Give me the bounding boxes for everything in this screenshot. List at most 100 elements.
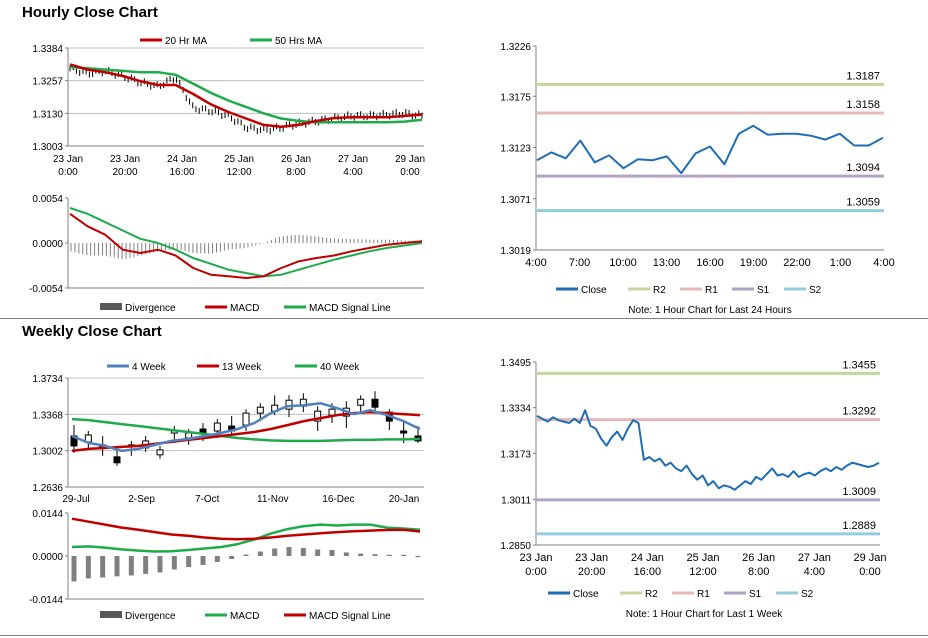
weekly-divergence-bar: [401, 554, 407, 556]
hourly-sr-ytick-label: 1.3175: [500, 92, 531, 103]
weekly-legend-signal-label: MACD Signal Line: [309, 611, 391, 622]
hourly-sr-close-line: [536, 124, 884, 175]
weekly-sr-xtick-day: 25 Jan: [686, 552, 719, 564]
weekly-divergence-bar: [143, 556, 149, 574]
weekly-legend-4w-label: 4 Week: [132, 362, 167, 373]
hourly-macd-ytick-label: -0.0054: [29, 284, 63, 295]
hourly-sr-r2-level-label: 1.3187: [846, 70, 880, 82]
weekly-divergence-bar: [358, 553, 364, 556]
hourly-sr-legend-close-label: Close: [581, 285, 607, 296]
weekly-divergence-bar: [71, 556, 77, 582]
weekly-sr-ytick-label: 1.3334: [500, 404, 531, 415]
weekly-divergence-bar: [386, 554, 392, 556]
weekly-divergence-bar: [85, 556, 91, 579]
hourly-price-xtick-time: 8:00: [286, 167, 306, 178]
hourly-price-ytick-label: 1.3130: [32, 109, 63, 120]
weekly-candle-body: [314, 410, 322, 422]
hourly-sr-xtick-label: 7:00: [569, 257, 590, 269]
hourly-legend-divergence-label: Divergence: [125, 303, 176, 314]
weekly-sr-legend-s1-label: S1: [749, 589, 762, 600]
hourly-sr-xtick-label: 13:00: [653, 257, 681, 269]
weekly-sr-s2-level-label: 1.2889: [842, 520, 876, 532]
weekly-divergence-bar: [315, 549, 321, 556]
hourly-legend-ma50-label: 50 Hrs MA: [275, 36, 323, 47]
hourly-sr-ytick-label: 1.3123: [500, 144, 531, 155]
hourly-section-title: Hourly Close Chart: [22, 4, 158, 21]
hourly-sr-r1-level-label: 1.3158: [846, 99, 880, 111]
weekly-sr-xtick-time: 0:00: [525, 566, 546, 578]
weekly-legend-40w-label: 40 Week: [320, 362, 360, 373]
weekly-macd-ytick-label: -0.0144: [29, 595, 63, 606]
weekly-divergence-bar: [128, 556, 134, 576]
weekly-sr-note: Note: 1 Hour Chart for Last 1 Week: [626, 609, 784, 620]
weekly-4w-line: [71, 401, 421, 453]
hourly-ma50-line: [69, 65, 423, 124]
hourly-sr-s2-level-label: 1.3059: [846, 197, 880, 209]
hourly-price-xtick-time: 20:00: [112, 167, 137, 178]
hourly-price-xtick-time: 16:00: [169, 167, 194, 178]
hourly-sr-note: Note: 1 Hour Chart for Last 24 Hours: [628, 305, 791, 316]
weekly-sr-xtick-day: 24 Jan: [631, 552, 664, 564]
hourly-price-xtick-day: 25 Jan: [224, 154, 254, 165]
weekly-sr-r2-level-label: 1.3455: [842, 359, 876, 371]
weekly-sr-r1-level-label: 1.3292: [842, 406, 876, 418]
weekly-candle-body: [242, 412, 250, 426]
weekly-divergence-bar: [272, 548, 278, 556]
weekly-sr-s1-level-label: 1.3009: [842, 486, 876, 498]
hourly-sr-xtick-label: 22:00: [783, 257, 811, 269]
hourly-price-xtick-day: 23 Jan: [53, 154, 83, 165]
hourly-price-xtick-day: 23 Jan: [110, 154, 140, 165]
weekly-divergence-bar: [214, 556, 220, 562]
weekly-section-title: Weekly Close Chart: [22, 323, 162, 340]
weekly-divergence-bar: [200, 556, 206, 565]
weekly-divergence-bar: [186, 556, 192, 568]
weekly-sr-xtick-time: 8:00: [748, 566, 769, 578]
weekly-price-ytick-label: 1.3002: [32, 447, 63, 458]
hourly-sr-s1-level-label: 1.3094: [846, 162, 880, 174]
hourly-price-xtick-time: 4:00: [343, 167, 363, 178]
bottom-divider: [0, 635, 928, 636]
weekly-candle-body: [285, 399, 293, 410]
weekly-sr-ytick-label: 1.3173: [500, 449, 531, 460]
weekly-divergence-bar: [329, 550, 335, 556]
weekly-divergence-bar: [343, 552, 349, 556]
hourly-price-xtick-day: 26 Jan: [281, 154, 311, 165]
weekly-candle-body: [256, 406, 264, 414]
weekly-candle-body: [400, 430, 408, 434]
weekly-divergence-bar: [243, 554, 249, 556]
weekly-divergence-bar: [415, 556, 421, 558]
hourly-sr-xtick-label: 4:00: [525, 257, 546, 269]
hourly-sr-legend-s1-label: S1: [757, 285, 770, 296]
section-divider: [0, 318, 928, 319]
hourly-sr-legend-s2-label: S2: [809, 285, 822, 296]
hourly-sr-legend-r1-label: R1: [705, 285, 718, 296]
hourly-macd-ytick-label: 0.0054: [32, 194, 63, 205]
hourly-legend-signal-label: MACD Signal Line: [309, 303, 391, 314]
weekly-signal-line: [71, 517, 421, 541]
hourly-price-xtick-time: 12:00: [226, 167, 251, 178]
weekly-sr-legend-s2-label: S2: [801, 589, 814, 600]
weekly-sr-xtick-day: 23 Jan: [575, 552, 608, 564]
weekly-price-xtick-label: 11-Nov: [257, 494, 289, 505]
weekly-divergence-bar: [114, 556, 120, 577]
weekly-price-xtick-label: 2-Sep: [128, 494, 155, 505]
weekly-sr-close-line: [536, 409, 880, 491]
hourly-macd-ytick-label: 0.0000: [32, 239, 63, 250]
hourly-sr-ytick-label: 1.3071: [500, 195, 531, 206]
hourly-sr-xtick-label: 4:00: [873, 257, 894, 269]
weekly-candle-body: [156, 449, 164, 456]
weekly-price-ytick-label: 1.3734: [32, 374, 63, 385]
weekly-sr-legend-r2-label: R2: [645, 589, 658, 600]
weekly-sr-xtick-day: 27 Jan: [798, 552, 831, 564]
weekly-sr-ytick-label: 1.3495: [500, 358, 531, 369]
weekly-divergence-bar: [286, 547, 292, 556]
weekly-price-xtick-label: 16-Dec: [322, 494, 354, 505]
weekly-candle-body: [113, 456, 121, 464]
hourly-price-ytick-label: 1.3384: [32, 44, 63, 55]
weekly-sr-ytick-label: 1.3011: [501, 495, 531, 506]
weekly-sr-xtick-time: 4:00: [804, 566, 825, 578]
weekly-macd-line: [71, 523, 421, 553]
hourly-macd-line: [69, 212, 423, 279]
hourly-sr-ytick-label: 1.3019: [500, 246, 531, 257]
weekly-price-xtick-label: 29-Jul: [62, 494, 89, 505]
